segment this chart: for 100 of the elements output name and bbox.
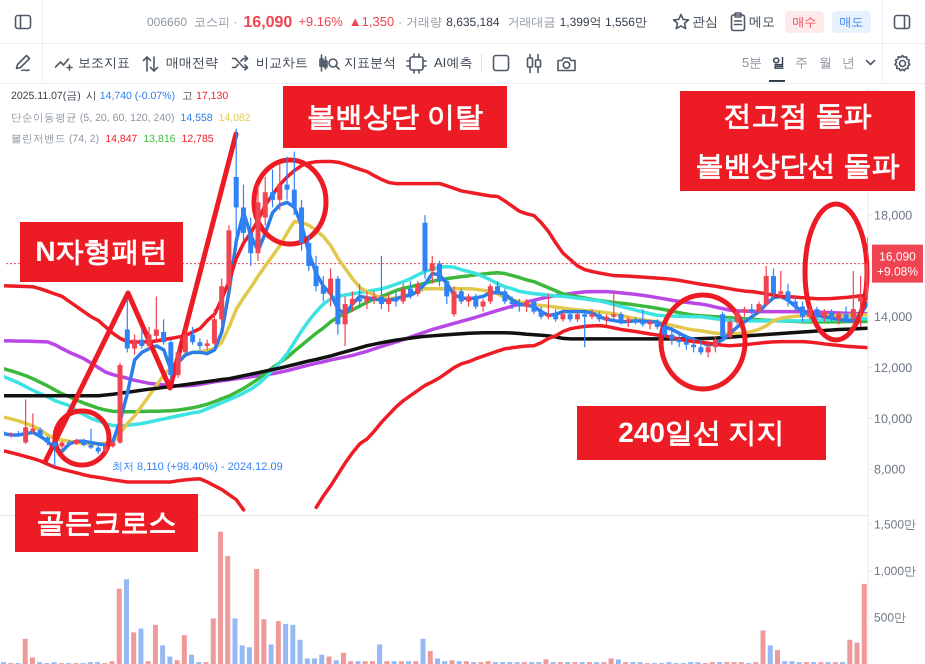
- candlestick: [524, 298, 530, 312]
- bar: [435, 658, 440, 664]
- bar: [782, 661, 788, 664]
- text: 관심: [692, 14, 718, 30]
- text: 보조지표: [78, 55, 130, 72]
- candlestick: [618, 311, 624, 325]
- bar: [283, 624, 288, 664]
- bar: [261, 619, 266, 664]
- text: +9.16%: [298, 14, 343, 30]
- bar: [370, 661, 375, 664]
- candlestick: [139, 328, 144, 350]
- candlestick: [292, 150, 297, 216]
- bar: [246, 647, 252, 664]
- callout-box: 240일선 지지: [577, 406, 826, 460]
- candlestick: [568, 311, 573, 322]
- text: 월: [819, 55, 832, 72]
- candlestick: [124, 298, 130, 353]
- text: 일: [772, 55, 785, 72]
- candlestick: [669, 326, 674, 346]
- bar: [232, 618, 238, 664]
- candlestick: [792, 296, 798, 312]
- candlestick: [720, 311, 726, 340]
- candlestick: [516, 298, 522, 312]
- annotation: 최저 8,110 (+98.40%) - 2024.12.09: [112, 461, 283, 475]
- candlestick: [844, 306, 849, 322]
- bar: [768, 645, 773, 664]
- candlestick: [488, 283, 493, 305]
- candlestick: [480, 298, 486, 312]
- candlestick: [466, 293, 472, 308]
- bar: [174, 660, 180, 664]
- bar: [413, 661, 418, 664]
- annotation: 고: [182, 90, 194, 102]
- candlestick: [727, 318, 732, 340]
- bar: [420, 638, 426, 664]
- bar: [30, 657, 35, 664]
- bar: [110, 661, 114, 664]
- annotation: 14,082: [218, 112, 251, 124]
- annotation: 골든크로스: [36, 507, 176, 539]
- y-tick-label: 8,000: [874, 462, 906, 477]
- candlestick: [444, 278, 450, 305]
- candlestick: [473, 293, 478, 310]
- candlestick: [676, 331, 682, 348]
- callout-box: 볼밴상단선 돌파: [680, 141, 915, 191]
- candlestick: [654, 318, 660, 330]
- bar: [442, 661, 448, 664]
- bar: [131, 632, 136, 664]
- callout-box: 골든크로스: [15, 494, 198, 552]
- candlestick: [626, 316, 631, 328]
- bar: [789, 661, 794, 664]
- candlestick: [400, 283, 406, 305]
- candlestick: [706, 342, 711, 358]
- annotation: 전고점 돌파: [724, 100, 872, 132]
- candlestick: [858, 275, 864, 328]
- text: 년: [842, 55, 855, 72]
- candlestick: [800, 300, 806, 322]
- candlestick: [146, 326, 152, 350]
- candlestick: [770, 268, 776, 300]
- annotation: 17,130: [196, 90, 228, 102]
- bar: [290, 624, 296, 664]
- bar: [854, 642, 860, 664]
- candlestick: [364, 290, 370, 310]
- annotation: 볼밴상단 이탈: [307, 101, 483, 133]
- candlestick: [314, 255, 319, 292]
- candlestick: [611, 290, 616, 320]
- bar: [384, 661, 390, 664]
- button: 매수: [785, 11, 824, 33]
- candlestick: [596, 311, 602, 322]
- candlestick: [574, 311, 580, 322]
- candlestick: [786, 283, 791, 308]
- candlestick: [684, 334, 689, 350]
- candlestick: [822, 308, 827, 322]
- candlestick: [510, 296, 515, 310]
- bar: [160, 645, 166, 664]
- candlestick: [640, 308, 646, 328]
- text: 코스피 ·: [194, 15, 238, 29]
- candlestick: [23, 398, 28, 444]
- y-tick-label: 18,000: [874, 208, 912, 223]
- candlestick: [378, 255, 384, 310]
- candlestick: [350, 290, 355, 312]
- candlestick: [306, 234, 312, 272]
- y-tick-label: 1,000만: [874, 564, 916, 578]
- text: 거래대금: [508, 15, 556, 29]
- candlestick: [698, 339, 704, 356]
- annotation: 2025.11.07(금): [11, 90, 81, 102]
- candlestick: [850, 270, 856, 328]
- candlestick: [393, 290, 398, 308]
- candlestick: [648, 318, 653, 330]
- bar: [225, 556, 230, 664]
- bar: [340, 652, 346, 664]
- candlestick: [88, 428, 94, 450]
- annotation: 14,740 (-0.07%): [100, 90, 176, 102]
- candlestick: [30, 412, 36, 434]
- y-tick-label: 10,000: [874, 412, 912, 426]
- candlestick: [38, 426, 43, 440]
- candlestick: [807, 303, 812, 320]
- annotation: 시: [86, 90, 97, 102]
- bar: [218, 532, 223, 664]
- text: 거래량: [406, 15, 442, 29]
- candlestick: [546, 293, 551, 320]
- annotation: 14,847: [105, 132, 138, 146]
